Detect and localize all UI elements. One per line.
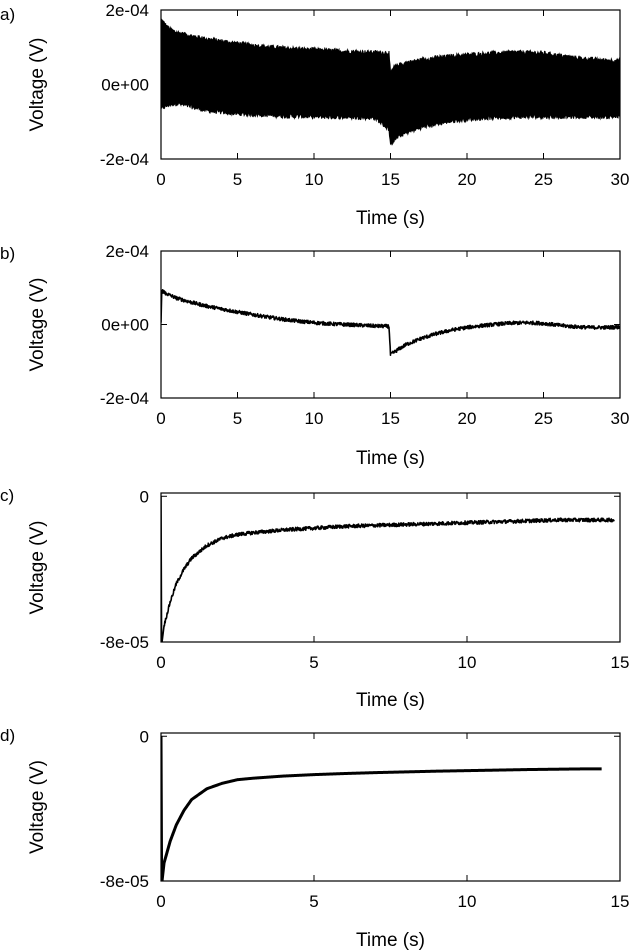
signal-band xyxy=(161,17,620,146)
signal-line xyxy=(161,288,620,356)
x-tick-label: 25 xyxy=(534,409,553,428)
panel-4: d) 0 5 10 15 -8e-05 0 Time (s) Voltage (V) xyxy=(0,726,629,950)
x-tick-label: 10 xyxy=(305,409,324,428)
y-tick-label: 0 xyxy=(140,487,149,506)
x-tick-label: 20 xyxy=(458,409,477,428)
x-axis-label: Time (s) xyxy=(356,448,425,469)
y-axis-label: Voltage (V) xyxy=(27,760,48,854)
signal-line xyxy=(161,496,615,642)
y-axis-label: Voltage (V) xyxy=(27,521,48,615)
panel-label: c) xyxy=(0,486,14,505)
x-tick-label: 0 xyxy=(156,409,165,428)
x-tick-label: 15 xyxy=(381,409,400,428)
y-tick-label: -2e-04 xyxy=(100,150,149,169)
y-tick-label: 0 xyxy=(140,727,149,746)
x-axis-label: Time (s) xyxy=(356,208,425,229)
x-tick-label: 0 xyxy=(156,170,165,189)
y-tick-label: 0e+00 xyxy=(101,316,149,335)
panel-label: b) xyxy=(0,244,15,263)
x-tick-label: 15 xyxy=(381,170,400,189)
data-series xyxy=(161,288,620,356)
x-tick-label: 0 xyxy=(156,653,165,672)
x-tick-label: 5 xyxy=(309,653,318,672)
data-series xyxy=(161,496,615,642)
x-tick-label: 25 xyxy=(534,170,553,189)
panel-1: a) 0 5 10 15 20 25 30 -2e-04 0e+00 2e-04 Time (s) Vo… xyxy=(0,1,629,229)
x-tick-label: 10 xyxy=(305,170,324,189)
x-tick-label: 10 xyxy=(458,653,477,672)
x-tick-label: 30 xyxy=(611,170,630,189)
plot-frame xyxy=(160,492,621,643)
y-tick-label: 0e+00 xyxy=(101,76,149,95)
data-series xyxy=(161,736,603,881)
panel-2: b) 0 5 10 15 20 25 30 -2e-04 0e+00 2e-04 Time (s) Vo… xyxy=(0,242,629,469)
x-tick-label: 30 xyxy=(611,409,630,428)
x-axis-label: Time (s) xyxy=(356,930,425,950)
x-tick-label: 0 xyxy=(156,892,165,911)
panel-3: c) 0 5 10 15 -8e-05 0 Time (s) Voltage (V) xyxy=(0,486,629,711)
x-tick-label: 5 xyxy=(233,170,242,189)
x-axis-label: Time (s) xyxy=(356,690,425,711)
data-series xyxy=(161,17,620,146)
y-tick-label: 2e-04 xyxy=(106,1,149,20)
y-tick-label: -8e-05 xyxy=(100,872,149,891)
panel-label: d) xyxy=(0,726,15,745)
x-tick-label: 5 xyxy=(233,409,242,428)
y-axis-label: Voltage (V) xyxy=(27,278,48,372)
panel-label: a) xyxy=(0,5,15,24)
x-tick-label: 5 xyxy=(309,892,318,911)
y-tick-label: 2e-04 xyxy=(106,242,149,261)
y-tick-label: -8e-05 xyxy=(100,633,149,652)
x-tick-label: 20 xyxy=(458,170,477,189)
y-tick-label: -2e-04 xyxy=(100,389,149,408)
x-tick-label: 10 xyxy=(458,892,477,911)
plot-frame xyxy=(160,732,621,882)
x-tick-label: 15 xyxy=(611,892,630,911)
x-tick-label: 15 xyxy=(611,653,630,672)
signal-line xyxy=(161,736,603,881)
y-axis-label: Voltage (V) xyxy=(27,38,48,132)
